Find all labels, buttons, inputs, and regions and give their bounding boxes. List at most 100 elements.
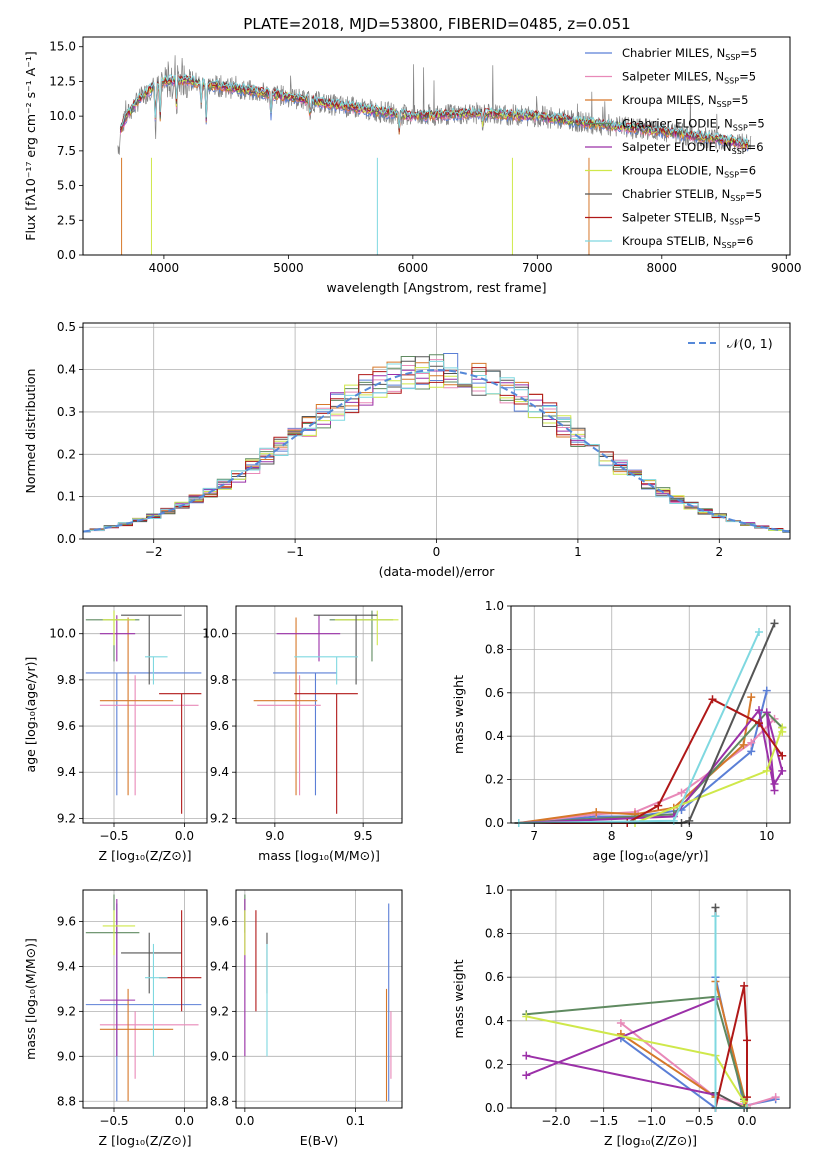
y-tick-label: 0.4	[57, 363, 76, 377]
x-tick-label: 9000	[771, 261, 802, 275]
plus-marker	[739, 740, 748, 749]
legend-label: Chabrier MILES, NSSP=5	[622, 46, 757, 62]
axes-frame	[510, 889, 791, 1109]
mass-weight-line	[518, 718, 776, 824]
y-tick-label: 8.8	[210, 1094, 229, 1108]
plot-area	[253, 610, 399, 814]
plot-area	[514, 619, 787, 827]
x-tick-label: −1.5	[589, 1114, 618, 1128]
axes-frame	[235, 605, 403, 824]
x-tick-label: 4000	[149, 261, 180, 275]
plus-marker	[762, 708, 771, 717]
y-tick-label: 0.2	[57, 447, 76, 461]
y-tick-label: 10.0	[49, 109, 76, 123]
histogram-step-line	[83, 353, 790, 533]
y-tick-label: 0.5	[57, 320, 76, 334]
y-tick-label: 0.6	[485, 970, 504, 984]
x-tick-label: 0.1	[346, 1114, 365, 1128]
x-axis-label: Z [log₁₀(Z/Z⊙)]	[99, 848, 192, 863]
y-tick-label: 0.3	[57, 405, 76, 419]
z-massweight-panel: −2.0 −1.5 −1.0 −0.5 0.0 0.0 0.2 0.4 0.6 0.8 1.0 Z […	[451, 883, 791, 1148]
y-tick-label: 12.5	[49, 74, 76, 88]
y-tick-label: 10.0	[49, 627, 76, 641]
plus-marker	[747, 738, 756, 747]
x-tick-label: −0.5	[99, 829, 128, 843]
histogram-step-line	[83, 360, 790, 533]
legend-label: Kroupa ELODIE, NSSP=6	[622, 164, 756, 180]
legend-label: Salpeter MILES, NSSP=5	[622, 70, 756, 86]
chart-title: PLATE=2018, MJD=53800, FIBERID=0485, z=0…	[243, 15, 630, 33]
x-tick-label: 5000	[273, 261, 304, 275]
y-tick-label: 0.0	[57, 248, 76, 262]
x-axis-label: E(B-V)	[300, 1133, 339, 1148]
y-axis-label: Flux [fλ10⁻¹⁷ erg cm⁻² s⁻¹ A⁻¹]	[23, 51, 38, 240]
axes-frame	[82, 36, 791, 256]
y-tick-label: 2.5	[57, 213, 76, 227]
plus-marker	[522, 1012, 531, 1021]
plus-marker	[654, 801, 663, 810]
plus-marker	[743, 1093, 752, 1102]
y-tick-label: 9.2	[210, 1004, 229, 1018]
y-tick-label: 9.6	[57, 914, 76, 928]
y-tick-label: 0.0	[57, 532, 76, 546]
mass-weight-line	[518, 697, 784, 824]
plus-marker	[747, 747, 756, 756]
plot-area	[82, 353, 791, 533]
spectrum-panel: 4000 5000 6000 7000 8000 9000 0.0 2.5 5.0 7.5 10.0…	[23, 36, 802, 295]
histogram-step-line	[83, 367, 790, 532]
y-tick-label: 9.6	[57, 719, 76, 733]
y-tick-label: 9.6	[210, 914, 229, 928]
plot-area	[522, 903, 780, 1112]
residual-histogram-panel: −2 −1 0 1 2 0.0 0.1 0.2 0.3 0.4 0.5 (data-model)/er…	[23, 320, 791, 579]
plus-marker	[755, 628, 763, 637]
axes-frame	[510, 605, 791, 824]
plus-marker	[740, 981, 749, 990]
y-tick-label: 10.0	[202, 627, 229, 641]
y-tick-label: 9.0	[57, 1049, 76, 1063]
x-tick-label: −2	[145, 545, 163, 559]
plus-marker	[616, 1018, 625, 1027]
y-tick-label: 0.1	[57, 490, 76, 504]
y-axis-label: mass weight	[451, 959, 466, 1038]
plot-area	[117, 55, 752, 255]
y-tick-label: 0.2	[485, 1057, 504, 1071]
y-tick-label: 0.2	[485, 773, 504, 787]
x-tick-label: 9.0	[265, 829, 284, 843]
x-tick-label: −0.5	[99, 1114, 128, 1128]
x-tick-label: −0.5	[685, 1114, 714, 1128]
y-axis-label: mass weight	[451, 675, 466, 754]
y-tick-label: 9.8	[210, 673, 229, 687]
y-tick-label: 9.0	[210, 1049, 229, 1063]
mass-weight-line	[518, 727, 784, 824]
y-tick-label: 5.0	[57, 179, 76, 193]
y-tick-label: 0.0	[485, 816, 504, 830]
y-tick-label: 9.6	[210, 719, 229, 733]
y-tick-label: 15.0	[49, 40, 76, 54]
y-tick-label: 9.4	[210, 959, 229, 973]
plus-marker	[711, 912, 720, 921]
y-tick-label: 9.4	[210, 765, 229, 779]
x-tick-label: 0.0	[235, 1114, 254, 1128]
x-tick-label: 1	[574, 545, 582, 559]
z-age-panel: −0.5 0.0 9.2 9.4 9.6 9.8 10.0 Z [log₁₀(Z/Z⊙)] ag…	[23, 605, 208, 863]
x-tick-label: 9.5	[354, 829, 373, 843]
x-tick-label: 2	[715, 545, 723, 559]
x-tick-label: 0.0	[175, 1114, 194, 1128]
legend-label: Salpeter ELODIE, NSSP=6	[622, 140, 764, 156]
x-tick-label: 7	[530, 829, 538, 843]
y-tick-label: 1.0	[485, 883, 504, 897]
legend-label: Chabrier STELIB, NSSP=5	[622, 187, 762, 203]
y-tick-label: 0.4	[485, 1014, 504, 1028]
y-axis-label: Normed distribution	[23, 369, 38, 494]
x-axis-label: Z [log₁₀(Z/Z⊙)]	[604, 1133, 697, 1148]
mass-weight-line	[518, 710, 783, 824]
plus-marker	[755, 719, 763, 728]
plot-area	[85, 610, 202, 814]
legend: Chabrier MILES, NSSP=5 Salpeter MILES, NS…	[585, 46, 765, 250]
x-axis-label: mass [log₁₀(M/M⊙)]	[258, 848, 380, 863]
plus-marker	[708, 695, 717, 704]
y-tick-label: 0.4	[485, 729, 504, 743]
y-tick-label: 9.4	[57, 765, 76, 779]
axes-frame	[235, 889, 403, 1109]
